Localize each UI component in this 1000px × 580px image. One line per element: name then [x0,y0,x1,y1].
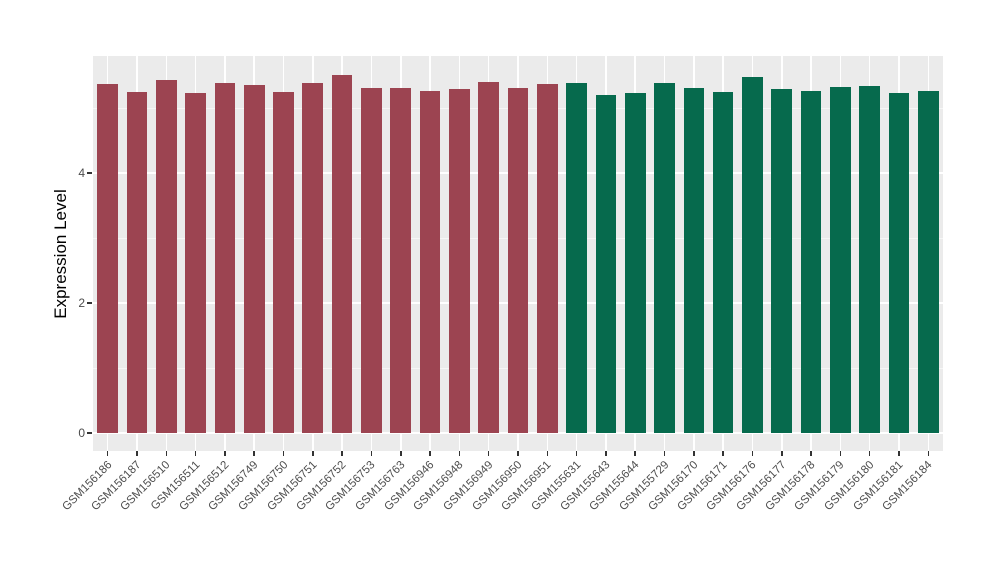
x-tick-mark [487,451,490,456]
x-tick-mark [546,451,549,456]
bar-GSM156184 [918,91,939,433]
x-tick-mark [341,451,343,456]
bar-GSM156753 [361,87,382,433]
bar-GSM156171 [712,91,734,433]
bar-GSM156763 [390,87,412,433]
x-tick-mark [429,451,431,456]
y-tick-mark [87,302,92,304]
bar-GSM155631 [566,83,587,433]
x-tick-mark [751,451,754,456]
x-tick-mark [165,451,168,456]
x-tick-mark [605,451,607,456]
bar-GSM156950 [507,87,529,433]
bar-GSM156187 [126,91,148,433]
bar-GSM156512 [214,83,236,433]
plot-panel [93,56,943,451]
x-tick-mark [868,451,871,456]
x-tick-mark [253,451,255,456]
x-tick-mark [194,451,197,456]
x-tick-mark [136,451,138,456]
x-tick-mark [722,451,724,456]
y-tick-label-0: 0 [78,426,85,440]
x-tick-mark [312,451,314,456]
bar-GSM156752 [331,74,353,433]
bar-GSM156751 [302,83,324,433]
bar-GSM155644 [624,93,646,433]
x-tick-mark [839,451,842,456]
x-tick-mark [634,451,636,456]
bar-GSM156177 [771,89,793,433]
y-tick-mark [87,432,92,434]
x-tick-mark [898,451,900,456]
y-axis-title: Expression Level [51,189,70,319]
x-tick-mark [693,451,695,456]
x-tick-mark [458,451,461,456]
x-tick-mark [810,451,812,456]
y-tick-label-4: 4 [78,166,85,180]
bar-GSM156949 [478,82,499,433]
x-tick-mark [400,451,402,456]
x-tick-mark [106,451,109,456]
x-tick-mark [224,451,226,456]
bar-GSM155643 [595,95,617,433]
bar-GSM155729 [654,83,675,433]
bar-GSM156180 [859,85,881,433]
x-tick-mark [927,451,930,456]
bar-GSM156749 [243,85,265,433]
x-tick-mark [781,451,783,456]
bar-GSM156510 [155,80,177,433]
bar-GSM156176 [742,76,763,433]
bar-GSM156178 [800,91,822,433]
bar-GSM156186 [97,83,118,433]
bar-GSM156946 [419,91,441,433]
x-tick-mark [517,451,519,456]
bar-GSM156179 [830,87,851,433]
bar-GSM156181 [888,93,910,433]
x-tick-mark [575,451,578,456]
x-tick-mark [663,451,666,456]
x-tick-mark [282,451,285,456]
bar-GSM156750 [273,91,294,433]
bar-GSM156511 [185,93,206,433]
bar-GSM156948 [449,89,470,433]
x-tick-mark [370,451,373,456]
y-tick-label-2: 2 [78,296,85,310]
bar-GSM156951 [536,83,558,433]
y-tick-mark [87,172,92,174]
bar-GSM156170 [683,87,705,433]
